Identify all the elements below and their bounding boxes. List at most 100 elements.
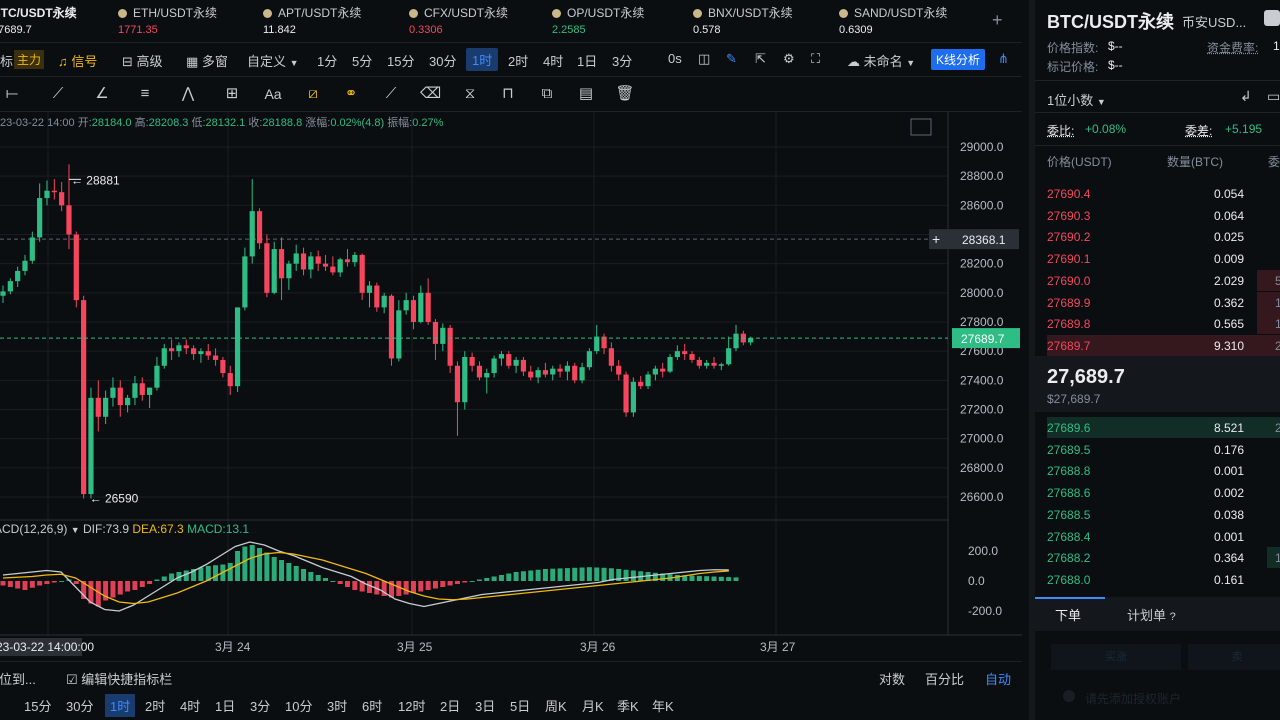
interval-7[interactable]: 1日 xyxy=(577,54,598,69)
log-scale-toggle[interactable]: 对数 xyxy=(879,672,906,687)
radio-icon[interactable] xyxy=(1063,690,1075,702)
ticker-item[interactable]: OP/USDT永续 2.2585 xyxy=(552,4,644,36)
bid-row[interactable]: 27689.5 0.176 xyxy=(1047,439,1280,460)
interval-2[interactable]: 15分 xyxy=(387,54,415,69)
trash-icon[interactable]: 🗑 xyxy=(615,85,635,102)
ask-row[interactable]: 27689.9 0.362 1( xyxy=(1047,291,1280,313)
bottom-interval-14[interactable]: 周K xyxy=(545,699,567,714)
multi-window-button[interactable]: ▦ 多窗 xyxy=(186,54,228,69)
bottom-interval-16[interactable]: 季K xyxy=(617,699,639,714)
bid-row[interactable]: 27688.8 0.001 xyxy=(1047,460,1280,481)
decimal-dropdown[interactable]: 1位小数 ▼ xyxy=(1047,93,1106,108)
bottom-interval-15[interactable]: 月K xyxy=(582,699,604,714)
ruler-icon[interactable]: ⟋ xyxy=(385,85,397,102)
buy-button[interactable]: 买涨 xyxy=(1051,644,1181,670)
bottom-interval-3[interactable]: 2时 xyxy=(145,699,166,714)
bottom-interval-4[interactable]: 4时 xyxy=(180,699,201,714)
bid-row[interactable]: 27688.6 0.002 xyxy=(1047,482,1280,503)
horizontal-ray-icon[interactable]: ⟝ xyxy=(5,85,19,102)
kline-chart[interactable]: 29000.028800.028600.028400.028200.028000… xyxy=(0,112,1022,660)
magnet-icon[interactable]: ⧄ xyxy=(308,85,318,102)
signal-button[interactable]: ♫ 信号 xyxy=(58,54,98,69)
bid-row[interactable]: 27688.2 0.364 1( xyxy=(1047,547,1280,569)
order-price: 27688.0 xyxy=(1047,572,1091,587)
refresh-interval[interactable]: 0s xyxy=(668,51,682,66)
orderbook-layout-icon[interactable]: ↲ xyxy=(1240,88,1252,104)
ticker-item[interactable]: ETH/USDT永续 1771.35 xyxy=(118,4,217,36)
bottom-interval-12[interactable]: 3日 xyxy=(475,699,496,714)
bottom-interval-6[interactable]: 3分 xyxy=(250,699,271,714)
bottom-interval-0[interactable]: 15分 xyxy=(24,699,52,714)
auto-scale-toggle[interactable]: 自动 xyxy=(985,672,1012,687)
orderbook-mode-icon[interactable]: ▭ xyxy=(1267,88,1280,104)
ask-row[interactable]: 27690.3 0.064 xyxy=(1047,205,1280,226)
angle-icon[interactable]: ∠ xyxy=(95,85,109,102)
bottom-interval-13[interactable]: 5日 xyxy=(510,699,531,714)
bottom-interval-10[interactable]: 12时 xyxy=(398,699,426,714)
lock-icon[interactable]: ⊓ xyxy=(502,85,514,102)
interval-0[interactable]: 1分 xyxy=(317,54,338,69)
wave-icon[interactable]: ⋀ xyxy=(181,85,195,102)
add-tab-icon[interactable]: + xyxy=(992,10,1003,30)
ticker-item[interactable]: BTC/USDT永续 27689.7 xyxy=(0,4,77,36)
text-tool-icon[interactable]: Aa xyxy=(264,86,282,102)
chart-canvas[interactable]: 29000.028800.028600.028400.028200.028000… xyxy=(0,112,1022,660)
visibility-icon[interactable]: ⧖ xyxy=(464,85,476,102)
export-icon[interactable]: ⇱ xyxy=(755,51,766,66)
ticker-item[interactable]: BNX/USDT永续 0.578 xyxy=(693,4,793,36)
crosshair-box-icon[interactable]: ⊞ xyxy=(225,85,239,102)
fullscreen-icon[interactable]: ⛶ xyxy=(811,51,821,66)
ask-row[interactable]: 27690.4 0.054 xyxy=(1047,183,1280,204)
bid-row[interactable]: 27689.6 8.521 23 xyxy=(1047,417,1280,438)
tab-order[interactable]: 下单 xyxy=(1055,608,1082,623)
exchange-name[interactable]: 币安USD... xyxy=(1182,15,1247,30)
ask-row[interactable]: 27689.7 9.310 25 xyxy=(1047,334,1280,356)
chain-icon[interactable]: ⚭ xyxy=(344,85,358,102)
eraser-icon[interactable]: ⌫ xyxy=(420,85,442,102)
parallel-lines-icon[interactable]: ≡ xyxy=(140,85,150,102)
bottom-interval-9[interactable]: 6时 xyxy=(362,699,383,714)
interval-4[interactable]: 1时 xyxy=(466,48,499,71)
ask-row[interactable]: 27689.8 0.565 1 xyxy=(1047,313,1280,335)
pencil-icon[interactable]: ✎ xyxy=(726,51,737,66)
ask-row[interactable]: 27690.2 0.025 xyxy=(1047,226,1280,247)
bottom-interval-7[interactable]: 10分 xyxy=(285,699,313,714)
interval-3[interactable]: 30分 xyxy=(429,54,457,69)
copy-icon[interactable]: ⧉ xyxy=(541,85,553,102)
ask-row[interactable]: 27690.1 0.009 xyxy=(1047,248,1280,269)
bottom-interval-5[interactable]: 1日 xyxy=(215,699,236,714)
interval-8[interactable]: 3分 xyxy=(612,54,633,69)
ticker-item[interactable]: APT/USDT永续 11.842 xyxy=(263,4,361,36)
percent-scale-toggle[interactable]: 百分比 xyxy=(925,672,965,687)
sell-button[interactable]: 卖 xyxy=(1188,644,1280,670)
tab-plan[interactable]: 计划单 ? xyxy=(1127,608,1176,623)
bottom-interval-17[interactable]: 年K xyxy=(652,699,674,714)
interval-1[interactable]: 5分 xyxy=(352,54,373,69)
chevron-down-icon[interactable]: ▼ xyxy=(70,525,80,535)
edit-shortcuts-button[interactable]: ☑ 编辑快捷指标栏 xyxy=(66,672,173,687)
bottom-interval-2[interactable]: 1时 xyxy=(105,694,136,717)
interval-5[interactable]: 2时 xyxy=(508,54,529,69)
advanced-button[interactable]: ⊟ 高级 xyxy=(122,54,163,69)
layout-dropdown[interactable]: ☁ 未命名 ▼ xyxy=(847,54,916,69)
indicator-tab-cut[interactable]: 标 xyxy=(0,54,14,69)
locate-button[interactable]: 定位到... xyxy=(0,672,36,687)
bottom-interval-8[interactable]: 3时 xyxy=(327,699,348,714)
interval-6[interactable]: 4时 xyxy=(543,54,564,69)
settings-icon[interactable]: ⚙ xyxy=(783,51,795,66)
bottom-interval-1[interactable]: 30分 xyxy=(66,699,94,714)
camera-icon[interactable]: ◫ xyxy=(698,51,711,66)
ask-row[interactable]: 27690.0 2.029 5 xyxy=(1047,269,1280,291)
trend-line-icon[interactable]: ⟋ xyxy=(52,85,64,102)
ticker-item[interactable]: SAND/USDT永续 0.6309 xyxy=(839,4,947,36)
custom-dropdown[interactable]: 自定义 ▼ xyxy=(247,54,299,69)
bid-row[interactable]: 27688.4 0.001 xyxy=(1047,526,1280,547)
bid-row[interactable]: 27688.0 0.161 xyxy=(1047,569,1280,590)
bottom-interval-11[interactable]: 2日 xyxy=(440,699,461,714)
ticker-item[interactable]: CFX/USDT永续 0.3306 xyxy=(409,4,508,36)
kline-analysis-button[interactable]: K线分析 xyxy=(931,49,986,70)
main-force-badge[interactable]: 主力 xyxy=(14,50,45,69)
bid-row[interactable]: 27688.5 0.038 xyxy=(1047,504,1280,525)
edit-doc-icon[interactable]: ▤ xyxy=(578,85,594,102)
share-icon[interactable]: ⋔ xyxy=(998,51,1009,66)
